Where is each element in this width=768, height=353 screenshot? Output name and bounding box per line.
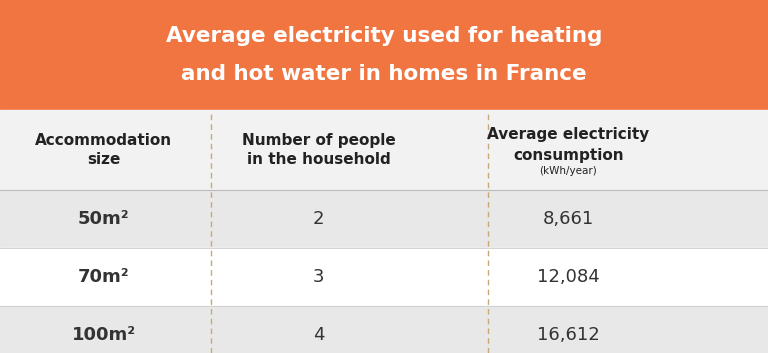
Text: Number of people
in the household: Number of people in the household bbox=[242, 133, 396, 167]
Text: 3: 3 bbox=[313, 268, 324, 286]
Text: Average electricity: Average electricity bbox=[487, 127, 650, 142]
Text: 12,084: 12,084 bbox=[537, 268, 600, 286]
Bar bbox=[0, 306, 768, 353]
Text: Average electricity used for heating: Average electricity used for heating bbox=[166, 25, 602, 46]
Bar bbox=[0, 110, 768, 190]
Text: and hot water in homes in France: and hot water in homes in France bbox=[181, 64, 587, 84]
Text: Accommodation
size: Accommodation size bbox=[35, 133, 172, 167]
Bar bbox=[0, 248, 768, 306]
Bar bbox=[0, 0, 768, 110]
Text: 2: 2 bbox=[313, 210, 324, 228]
Text: 50m²: 50m² bbox=[78, 210, 130, 228]
Text: (kWh/year): (kWh/year) bbox=[539, 166, 598, 176]
Bar bbox=[0, 190, 768, 248]
Text: 16,612: 16,612 bbox=[537, 326, 600, 344]
Text: 70m²: 70m² bbox=[78, 268, 130, 286]
Text: 4: 4 bbox=[313, 326, 324, 344]
Text: 8,661: 8,661 bbox=[543, 210, 594, 228]
Text: 100m²: 100m² bbox=[71, 326, 136, 344]
Text: consumption: consumption bbox=[513, 148, 624, 163]
